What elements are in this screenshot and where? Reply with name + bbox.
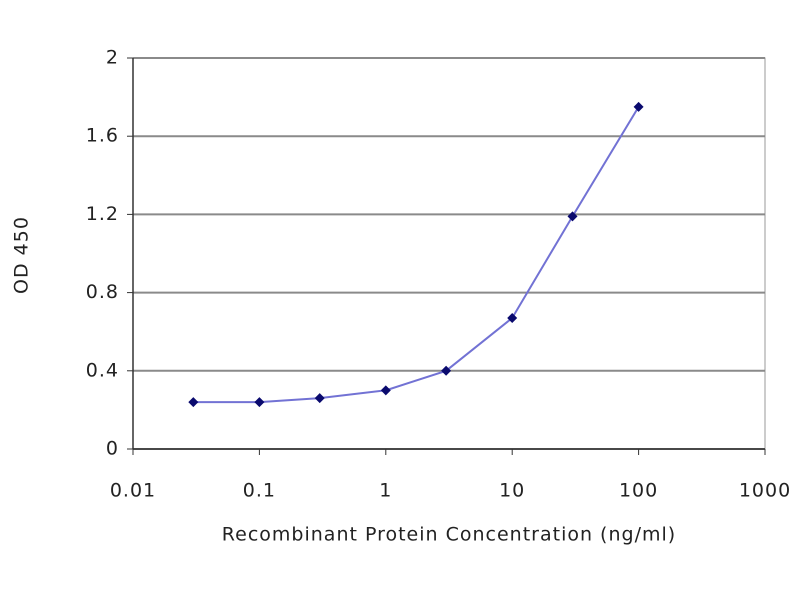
data-point xyxy=(567,211,578,222)
data-point xyxy=(633,101,644,112)
x-tick-label: 1 xyxy=(379,480,392,502)
plot-area xyxy=(132,57,766,450)
y-axis-title: OD 450 xyxy=(11,216,33,294)
x-tick-label: 100 xyxy=(619,480,658,502)
x-tick-label: 0.1 xyxy=(243,480,276,502)
data-point xyxy=(441,365,452,376)
y-tick-label: 0.8 xyxy=(86,281,119,303)
data-point xyxy=(380,385,391,396)
data-point xyxy=(188,397,199,408)
data-point xyxy=(314,393,325,404)
y-tick-label: 1.2 xyxy=(86,203,119,225)
x-tick-label: 10 xyxy=(499,480,525,502)
y-tick-label: 0.4 xyxy=(86,359,119,381)
y-tick-label: 0 xyxy=(106,438,119,460)
y-tick-label: 2 xyxy=(106,47,119,69)
x-tick-label: 0.01 xyxy=(110,480,156,502)
data-point xyxy=(254,397,265,408)
data-point xyxy=(507,313,518,324)
data-line xyxy=(193,106,640,404)
y-tick-label: 1.6 xyxy=(86,125,119,147)
x-axis-title: Recombinant Protein Concentration (ng/ml… xyxy=(222,524,676,546)
x-tick-label: 1000 xyxy=(739,480,791,502)
